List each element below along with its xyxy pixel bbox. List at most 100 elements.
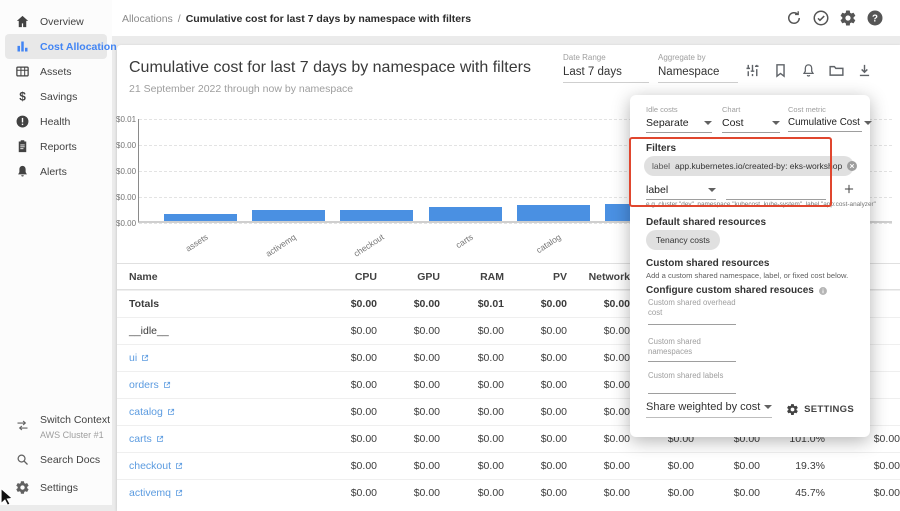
custom-shared-description: Add a custom shared namespace, label, or… xyxy=(646,271,849,280)
sidebar: Overview Cost Allocation Assets $ Savings Hea… xyxy=(0,0,117,505)
sidebar-item-label: Search Docs xyxy=(40,454,101,466)
default-shared-title: Default shared resources xyxy=(646,217,767,228)
gear-icon[interactable] xyxy=(839,9,857,27)
chart-gridline xyxy=(139,197,892,198)
idle-costs-value: Separate xyxy=(646,117,689,129)
external-link-icon[interactable] xyxy=(156,435,164,443)
cost-metric-select[interactable]: Cost metric Cumulative Cost xyxy=(788,105,872,132)
breadcrumb-allocations[interactable]: Allocations xyxy=(122,13,173,25)
sidebar-item-label: Overview xyxy=(40,15,84,28)
breadcrumb-separator: / xyxy=(177,13,181,25)
cluster-context-label: AWS Cluster #1 xyxy=(40,430,104,440)
refresh-icon[interactable] xyxy=(785,9,803,27)
sidebar-item-cost-allocation[interactable]: Cost Allocation xyxy=(5,34,117,59)
sidebar-item-health[interactable]: Health xyxy=(5,109,107,134)
info-icon xyxy=(818,286,828,296)
custom-namespaces-field[interactable]: Custom shared namespaces xyxy=(648,337,736,362)
share-weighted-select[interactable]: Share weighted by cost xyxy=(646,401,773,418)
gear-icon xyxy=(786,403,799,416)
bookmark-icon[interactable] xyxy=(772,62,789,79)
row-name-cell[interactable]: orders xyxy=(117,379,314,391)
sidebar-item-label: Cost Allocation xyxy=(40,40,117,53)
column-header[interactable]: GPU xyxy=(417,270,440,283)
namespace-link[interactable]: checkout xyxy=(129,460,172,472)
sidebar-item-switch-context[interactable]: Switch Context AWS Cluster #1 xyxy=(5,405,110,445)
cost-cell: $0.00 xyxy=(350,487,377,499)
idle-costs-select[interactable]: Idle costs Separate xyxy=(646,105,712,133)
external-link-icon[interactable] xyxy=(175,462,183,470)
cost-cell: $0.00 xyxy=(477,433,504,445)
custom-labels-field[interactable]: Custom shared labels xyxy=(648,371,736,394)
chevron-down-icon xyxy=(764,405,773,409)
column-header[interactable]: Network xyxy=(588,270,630,283)
namespace-link[interactable]: catalog xyxy=(129,406,163,418)
tune-icon[interactable] xyxy=(744,62,761,79)
custom-namespaces-label: Custom shared namespaces xyxy=(648,337,701,356)
remove-filter-icon[interactable] xyxy=(846,160,858,172)
cost-cell: $0.00 xyxy=(540,379,567,391)
date-range-select[interactable]: Date Range Last 7 days xyxy=(563,53,649,83)
allocation-table: Name CPU GPU RAM PV Network Totals $0.00 $0.00 $… xyxy=(117,263,900,506)
row-name-cell[interactable]: ui xyxy=(117,352,314,364)
row-name-cell[interactable]: checkout xyxy=(117,460,314,472)
custom-labels-label: Custom shared labels xyxy=(648,371,724,380)
sidebar-item-alerts[interactable]: Alerts xyxy=(5,159,107,184)
cost-cell: $0.00 xyxy=(603,325,630,337)
sidebar-item-settings[interactable]: Settings xyxy=(5,473,107,501)
cost-cell: $0.00 xyxy=(413,406,440,418)
chart-type-select[interactable]: Chart Cost xyxy=(722,105,780,133)
help-icon[interactable]: ? xyxy=(866,9,884,27)
tenancy-costs-chip[interactable]: Tenancy costs xyxy=(646,230,720,250)
column-header[interactable]: CPU xyxy=(354,270,377,283)
row-name-cell[interactable]: activemq xyxy=(117,487,314,499)
folder-icon[interactable] xyxy=(828,62,845,79)
gear-icon xyxy=(15,480,30,495)
column-header-name[interactable]: Name xyxy=(129,270,158,283)
sidebar-item-label: Health xyxy=(40,115,71,128)
namespace-link[interactable]: orders xyxy=(129,379,159,391)
sidebar-item-assets[interactable]: Assets xyxy=(5,59,107,84)
namespace-link[interactable]: activemq xyxy=(129,487,172,499)
external-link-icon[interactable] xyxy=(141,354,149,362)
sidebar-item-label: Settings xyxy=(40,482,78,494)
filter-type-value: label xyxy=(646,184,669,196)
add-filter-button[interactable] xyxy=(842,182,856,196)
external-link-icon[interactable] xyxy=(175,489,183,497)
filters-title: Filters xyxy=(646,143,677,154)
cost-cell: $0.00 xyxy=(733,460,760,472)
date-range-label: Date Range xyxy=(563,53,606,62)
custom-overhead-cost-field[interactable]: Custom shared overhead cost xyxy=(648,298,736,325)
chart-gridline xyxy=(139,171,892,172)
check-circle-icon[interactable] xyxy=(812,9,830,27)
cost-cell: $0.00 xyxy=(540,487,567,499)
filter-type-select[interactable]: label xyxy=(646,184,716,200)
row-name-cell[interactable]: catalog xyxy=(117,406,314,418)
cost-cell: $0.00 xyxy=(350,298,377,310)
column-header[interactable]: PV xyxy=(552,270,567,283)
row-name-cell[interactable]: carts xyxy=(117,433,314,445)
cost-cell: $0.00 xyxy=(350,460,377,472)
aggregate-by-select[interactable]: Aggregate by Namespace xyxy=(658,53,738,83)
namespace-link[interactable]: carts xyxy=(129,433,152,445)
namespace-link[interactable]: ui xyxy=(129,352,138,364)
column-header[interactable]: RAM xyxy=(480,270,504,283)
external-link-icon[interactable] xyxy=(167,408,175,416)
external-link-icon[interactable] xyxy=(163,381,171,389)
filter-chip[interactable]: label app.kubernetes.io/created-by: eks-… xyxy=(644,156,858,176)
y-axis-tick-label: $0.00 xyxy=(116,167,137,176)
chevron-down-icon xyxy=(772,121,780,125)
sidebar-item-reports[interactable]: Reports xyxy=(5,134,107,159)
chart-type-value: Cost xyxy=(722,117,744,129)
row-name: Totals xyxy=(129,298,160,310)
sidebar-item-overview[interactable]: Overview xyxy=(5,9,107,34)
grid-icon xyxy=(15,64,30,79)
sidebar-item-savings[interactable]: $ Savings xyxy=(5,84,107,109)
cost-cell: $0.00 xyxy=(667,487,694,499)
sidebar-item-search-docs[interactable]: Search Docs xyxy=(5,445,107,473)
filter-value-input[interactable] xyxy=(726,184,826,200)
download-icon[interactable] xyxy=(856,62,873,79)
y-axis-tick-label: $0.01 xyxy=(116,115,137,124)
filter-helper-text: e.g. cluster "dev", namespace "kubecost,… xyxy=(646,201,876,208)
settings-button[interactable]: SETTINGS xyxy=(786,403,854,416)
bell-outline-icon[interactable] xyxy=(800,62,817,79)
